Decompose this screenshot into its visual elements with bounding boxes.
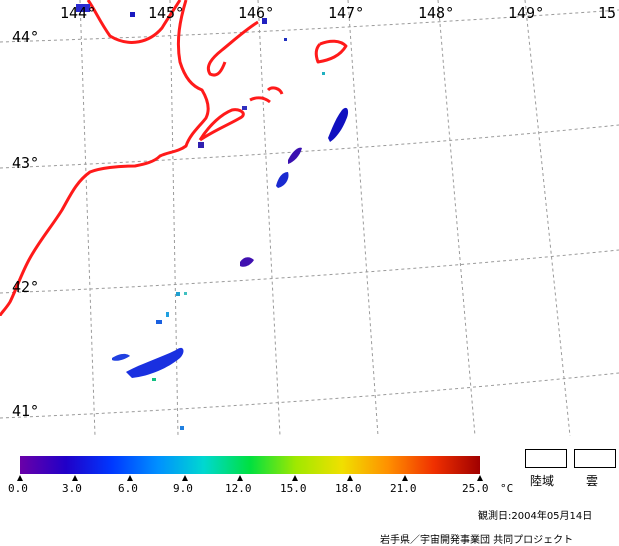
graticule [0, 0, 619, 437]
color-scale-bar [20, 456, 480, 474]
scale-tick-3: 3.0 [62, 482, 82, 495]
scale-tick-mark [17, 475, 23, 481]
land-label: 陸域 [530, 474, 555, 488]
lon-label-149: 149° [508, 4, 545, 22]
lon-label-146: 146° [238, 4, 275, 22]
cloud-swatch [574, 449, 616, 468]
scale-tick-6: 6.0 [118, 482, 138, 495]
scale-tick-21: 21.0 [390, 482, 417, 495]
lon-label-150: 15 [598, 4, 617, 22]
scale-tick-15: 15.0 [280, 482, 307, 495]
scale-tick-mark [402, 475, 408, 481]
scale-tick-25: 25.0 [462, 482, 489, 495]
lat-label-43: 43° [12, 154, 40, 172]
lon-label-147: 147° [328, 4, 365, 22]
credit-text: 岩手県／宇宙開発事業団 共同プロジェクト [380, 535, 574, 546]
coastline [0, 0, 348, 317]
lon-label-148: 148° [418, 4, 455, 22]
cloud-label: 雲 [586, 474, 599, 488]
scale-tick-mark [72, 475, 78, 481]
color-scale-tick-marks [17, 475, 483, 481]
observation-date: 観測日:2004年05月14日 [478, 511, 593, 522]
scale-tick-9: 9.0 [173, 482, 193, 495]
scale-tick-mark [292, 475, 298, 481]
scale-tick-mark [477, 475, 483, 481]
lat-label-41: 41° [12, 402, 40, 420]
scale-tick-mark [182, 475, 188, 481]
scale-tick-mark [347, 475, 353, 481]
land-swatch [525, 449, 567, 468]
scale-tick-mark [237, 475, 243, 481]
lon-label-144: 144° [60, 4, 97, 22]
sst-patches [76, 4, 349, 430]
scale-tick-0: 0.0 [8, 482, 28, 495]
lon-label-145: 145° [148, 4, 185, 22]
scale-unit: °C [500, 482, 514, 495]
lat-label-44: 44° [12, 28, 40, 46]
scale-tick-12: 12.0 [225, 482, 252, 495]
lat-label-42: 42° [12, 278, 40, 296]
scale-tick-18: 18.0 [335, 482, 362, 495]
scale-tick-mark [127, 475, 133, 481]
sst-map [0, 0, 619, 437]
